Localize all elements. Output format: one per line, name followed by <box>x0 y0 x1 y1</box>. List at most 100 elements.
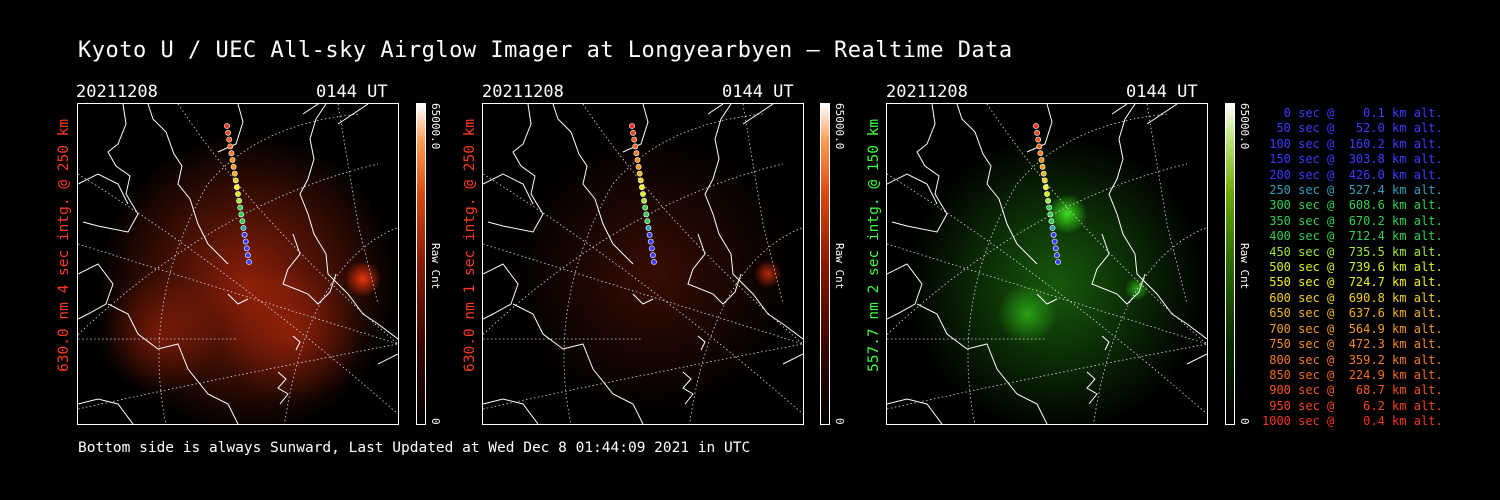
coastline <box>78 263 114 320</box>
trajectory-point <box>235 191 241 197</box>
panel-2-cbar-min: 0 <box>833 418 846 425</box>
coastline <box>782 353 803 365</box>
coastline <box>622 104 649 153</box>
grid-line <box>582 104 803 345</box>
coastline <box>483 398 539 424</box>
legend-row: 50 sec @ 52.0 km alt. <box>1262 121 1443 136</box>
trajectory-point <box>1049 225 1056 231</box>
coastline <box>78 173 129 205</box>
trajectory-point <box>638 184 645 191</box>
panel-2-map <box>483 104 803 424</box>
trajectory-point <box>238 211 245 218</box>
coastline <box>742 104 774 125</box>
legend-row: 850 sec @ 224.9 km alt. <box>1262 367 1443 382</box>
coastline <box>292 335 301 351</box>
panel-2-cbar-max: 65000.0 <box>833 103 846 150</box>
coastline <box>1111 104 1128 115</box>
trajectory-point <box>225 129 231 136</box>
grid-line <box>887 243 1207 345</box>
panel-3-colorbar <box>1225 103 1235 425</box>
trajectory-point <box>644 218 651 225</box>
trajectory-point <box>637 177 644 184</box>
coastline <box>107 303 239 424</box>
trajectory-point <box>1039 163 1046 170</box>
trajectory-point <box>646 231 653 238</box>
legend-row: 550 sec @ 724.7 km alt. <box>1262 275 1443 290</box>
panel-2-cbar-unit: Raw Cnt <box>833 243 846 290</box>
legend-row: 0 sec @ 0.1 km alt. <box>1262 106 1443 120</box>
trajectory-point <box>229 157 236 163</box>
trajectory-point <box>633 150 640 157</box>
coastline <box>217 104 244 153</box>
panel-2-image <box>482 103 804 425</box>
coastline <box>687 233 742 305</box>
grid-line <box>1093 227 1207 424</box>
trajectory-point <box>640 191 646 197</box>
coastline <box>302 104 319 115</box>
panel-3-side-label: 557.7 nm 2 sec intg. @ 150 km <box>866 118 882 372</box>
coastline <box>487 104 544 233</box>
coastline <box>337 104 369 125</box>
trajectory-point <box>1052 245 1059 252</box>
trajectory-point <box>643 211 650 218</box>
legend-row: 900 sec @ 68.7 km alt. <box>1262 383 1443 398</box>
grid-line <box>337 104 379 305</box>
coastline <box>282 233 337 305</box>
grid-line <box>1146 104 1188 305</box>
trajectory-point <box>1055 259 1061 265</box>
panel-1-map <box>78 104 398 424</box>
trajectory-point <box>647 238 654 245</box>
panel-3-cbar-max: 65000.0 <box>1238 103 1251 150</box>
legend-row: 100 sec @ 160.2 km alt. <box>1262 136 1443 151</box>
coastline <box>147 104 229 265</box>
trajectory-point <box>641 197 647 204</box>
coastline <box>512 303 644 424</box>
trajectory-point <box>629 123 635 129</box>
legend-row: 800 sec @ 359.2 km alt. <box>1262 352 1443 367</box>
trajectory-point <box>228 150 235 157</box>
coastline <box>916 303 1048 424</box>
panel-2-date: 20211208 <box>482 82 564 102</box>
legend-row: 750 sec @ 472.3 km alt. <box>1262 337 1443 352</box>
legend-row: 400 sec @ 712.4 km alt. <box>1262 229 1443 244</box>
trajectory-point <box>651 259 657 265</box>
coastline <box>82 104 139 233</box>
coastline <box>1101 335 1110 351</box>
coastline <box>1186 353 1207 365</box>
panel-3-cbar-unit: Raw Cnt <box>1238 243 1251 290</box>
coastline <box>552 104 634 265</box>
coastline <box>697 335 706 351</box>
panel-2-colorbar <box>820 103 830 425</box>
airglow-blob <box>754 260 782 288</box>
grid-line <box>483 243 803 345</box>
trajectory-point <box>1048 218 1055 225</box>
trajectory-point <box>231 170 238 177</box>
trajectory-point <box>230 163 237 170</box>
panel-1-cbar-min: 0 <box>429 418 442 425</box>
trajectory-point <box>648 245 655 252</box>
footer-status: Bottom side is always Sunward, Last Upda… <box>78 440 751 456</box>
trajectory-point <box>239 218 246 225</box>
grid-line <box>158 113 359 424</box>
legend-row: 150 sec @ 303.8 km alt. <box>1262 152 1443 167</box>
legend-row: 700 sec @ 564.9 km alt. <box>1262 321 1443 336</box>
coastline <box>632 293 654 305</box>
trajectory-point <box>240 225 247 231</box>
coastline <box>1146 104 1178 125</box>
altitude-legend: 0 sec @ 0.1 km alt. 50 sec @ 52.0 km alt… <box>1262 106 1443 430</box>
trajectory-point <box>1044 191 1050 197</box>
trajectory-point <box>642 204 649 211</box>
grid-line <box>284 227 398 424</box>
coastline <box>707 104 724 115</box>
trajectory-point <box>1050 231 1057 238</box>
airglow-blob <box>907 134 1207 424</box>
panel-1-cbar-max: 65000.0 <box>429 103 442 150</box>
page-title: Kyoto U / UEC All-sky Airglow Imager at … <box>78 38 1013 63</box>
coastline <box>887 173 938 205</box>
grid-line <box>742 104 784 305</box>
coastline <box>1086 371 1098 405</box>
coastline <box>377 353 398 365</box>
trajectory-point <box>1034 129 1040 136</box>
trajectory-point <box>236 197 242 204</box>
trajectory-point <box>1046 204 1053 211</box>
